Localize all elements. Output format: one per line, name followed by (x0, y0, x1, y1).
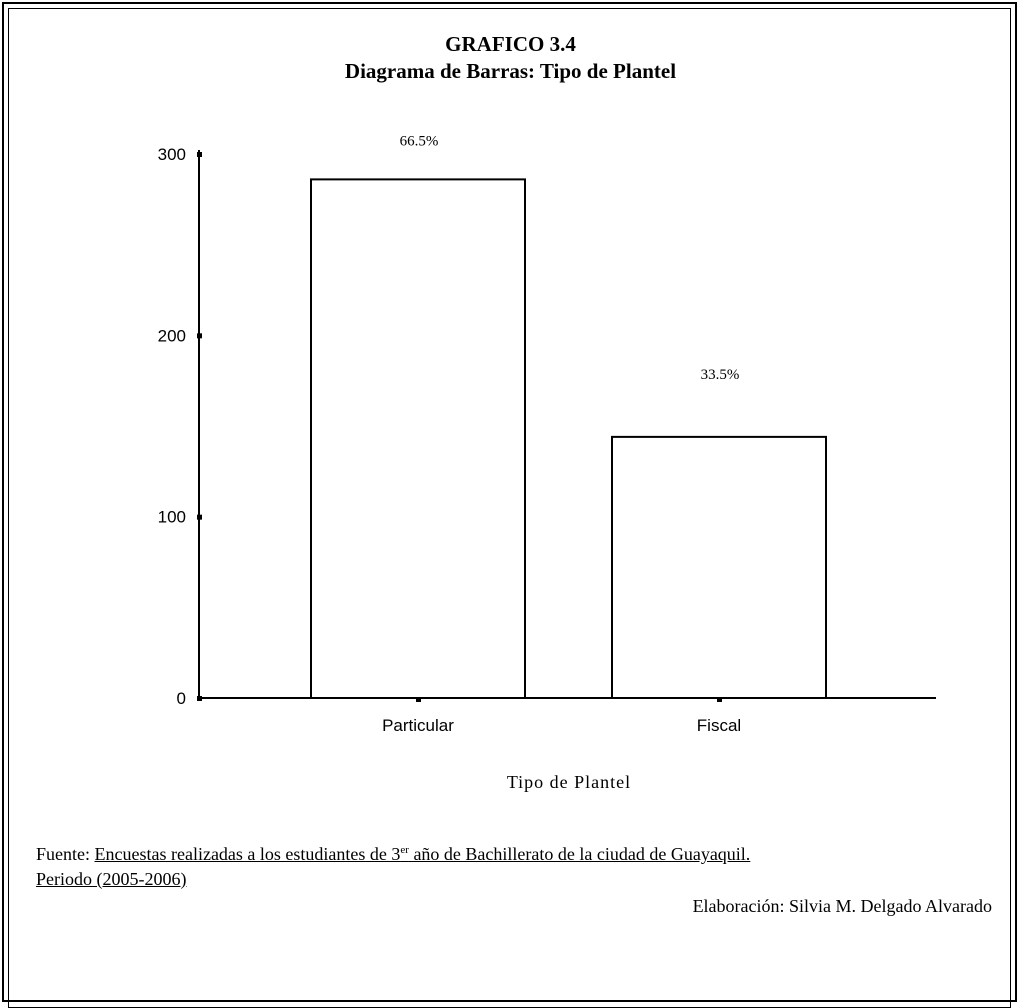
source-note: Fuente: Encuestas realizadas a los estud… (36, 842, 996, 892)
y-tick-label: 100 (158, 508, 186, 527)
y-tick-label: 0 (177, 689, 186, 708)
source-period: Periodo (2005-2006) (36, 869, 187, 889)
bar (611, 435, 827, 699)
x-tick-mark (416, 697, 421, 702)
x-tick-mark (717, 697, 722, 702)
source-part2: año de Bachillerato de la ciudad de Guay… (408, 844, 751, 864)
y-tick-mark (197, 514, 202, 520)
x-tick-label: Fiscal (697, 716, 741, 735)
y-tick-label: 300 (158, 145, 186, 164)
y-tick-mark (197, 333, 202, 339)
chart-title: Diagrama de Barras: Tipo de Plantel (344, 59, 677, 83)
y-tick-mark (197, 152, 202, 157)
source-superscript: er (400, 844, 409, 856)
chart-title-number: GRAFICO 3.4 (445, 32, 576, 56)
y-tick-label: 200 (158, 326, 186, 345)
x-axis-label: Tipo de Plantel (506, 772, 632, 792)
credit-note: Elaboración: Silvia M. Delgado Alvarado (692, 896, 992, 916)
data-label: 33.5% (701, 367, 740, 383)
source-part1: Encuestas realizadas a los estudiantes d… (94, 844, 401, 864)
source-prefix: Fuente: (36, 844, 95, 864)
bar (310, 178, 526, 700)
source-text: Encuestas realizadas a los estudiantes d… (36, 844, 750, 889)
bar-chart: 0 100 200 300 Particular 66.5% Fiscal 33.5% (158, 133, 936, 735)
data-label: 66.5% (400, 133, 439, 149)
y-tick-mark (197, 696, 202, 701)
x-tick-label: Particular (382, 716, 454, 735)
